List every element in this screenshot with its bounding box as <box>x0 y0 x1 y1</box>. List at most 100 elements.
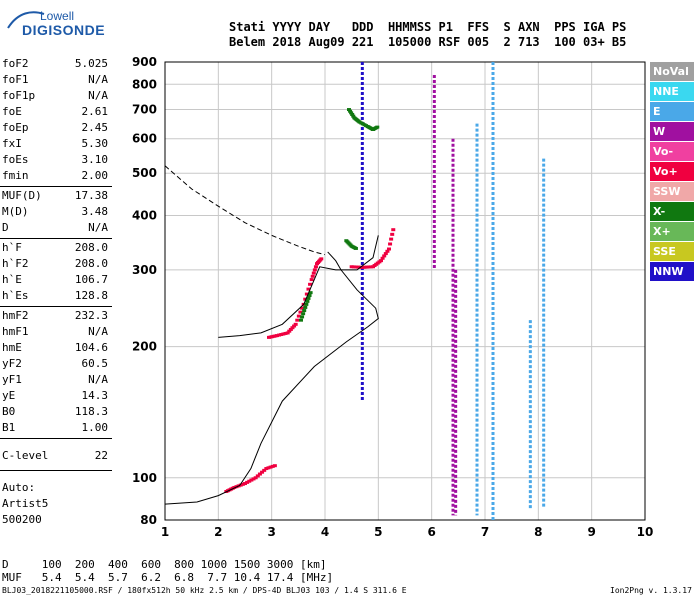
y-tick-label: 300 <box>132 263 157 277</box>
y-tick-label: 700 <box>132 103 157 117</box>
param-separator <box>0 438 112 439</box>
param-value: 3.48 <box>81 205 109 218</box>
param-row-b0: B0 118.3 <box>2 404 108 420</box>
param-value: N/A <box>88 89 108 102</box>
param-row-hmf1: hmF1 N/A <box>2 324 108 340</box>
param-row-fof2: foF2 5.025 <box>2 56 108 72</box>
param-value: 1.00 <box>81 421 109 434</box>
echo-point <box>281 332 286 336</box>
legend-item-x-: X+ <box>650 222 694 241</box>
echo-point <box>303 297 308 301</box>
echo-point <box>350 112 355 116</box>
param-row-fxi: fxI 5.30 <box>2 136 108 152</box>
echo-point <box>240 482 245 486</box>
echo-point <box>302 309 307 313</box>
param-value: N/A <box>88 325 108 338</box>
param-row-h-es: h`Es 128.8 <box>2 288 108 304</box>
echo-point <box>360 265 365 269</box>
param-key: fmin <box>2 169 29 182</box>
param-value: 14.3 <box>81 389 109 402</box>
param-value: N/A <box>88 73 108 86</box>
param-key: MUF(D) <box>2 189 42 202</box>
echo-point <box>390 232 395 236</box>
legend-item-vo-: Vo+ <box>650 162 694 181</box>
param-key: h`Es <box>2 289 29 302</box>
echo-point <box>300 315 305 319</box>
digisonde-logo-swoosh-icon <box>7 11 45 29</box>
param-key: foF1 <box>2 73 29 86</box>
echo-point <box>298 310 303 314</box>
x-tick-label: 2 <box>214 525 222 539</box>
echo-point <box>380 256 385 260</box>
param-key: hmF2 <box>2 309 29 322</box>
param-key: yE <box>2 389 16 402</box>
x-tick-label: 3 <box>267 525 275 539</box>
echo-point <box>313 265 318 269</box>
param-key: h`F <box>2 241 22 254</box>
param-separator <box>0 470 112 471</box>
echo-point <box>290 326 295 330</box>
param-key: foF1p <box>2 89 36 102</box>
autoscale-artist: Artist5 <box>2 497 49 510</box>
ionogram-chart: 1 2 3 4 5 6 7 8 9 10 80 100 200 300 400 500 600 700 800 900 <box>132 55 653 539</box>
param-key: foEs <box>2 153 29 166</box>
param-key: yF1 <box>2 373 22 386</box>
param-row-b1: B1 1.00 <box>2 420 108 436</box>
legend-item-nnw: NNW <box>650 262 694 281</box>
param-row-yf2: yF2 60.5 <box>2 356 108 372</box>
header-values: Belem 2018 Aug09 221 105000 RSF 005 2 71… <box>229 35 627 49</box>
param-row-hme: hmE 104.6 <box>2 340 108 356</box>
logo-digisonde: DIGISONDE <box>22 22 106 38</box>
echo-point <box>272 464 277 468</box>
legend-item-e: E <box>650 102 694 121</box>
echo-point <box>304 302 309 306</box>
echo-point <box>383 252 388 256</box>
echo-point <box>368 265 373 269</box>
echo-point <box>356 265 361 269</box>
legend-item-vo-: Vo- <box>650 142 694 161</box>
param-value: 5.025 <box>74 57 108 70</box>
echo-point <box>305 299 310 303</box>
param-value: 2.61 <box>81 105 109 118</box>
param-key: foE <box>2 105 22 118</box>
param-row-fof1: foF1 N/A <box>2 72 108 88</box>
x-tick-label: 1 <box>161 525 169 539</box>
echo-point <box>306 296 311 300</box>
param-key: hmE <box>2 341 22 354</box>
param-separator <box>0 186 112 187</box>
echo-point <box>243 482 247 486</box>
echo-point <box>353 246 358 250</box>
x-tick-label: 6 <box>427 525 435 539</box>
param-value: 2.00 <box>81 169 109 182</box>
param-value: N/A <box>88 373 108 386</box>
echo-point <box>299 318 303 322</box>
echo-point <box>249 478 254 482</box>
param-row-ye: yE 14.3 <box>2 388 108 404</box>
echo-point <box>308 291 313 295</box>
echo-point <box>348 109 353 113</box>
autoscale-label: Auto: <box>2 481 36 494</box>
electron-density-profile <box>164 251 379 505</box>
param-value: 104.6 <box>74 341 108 354</box>
y-tick-label: 800 <box>132 77 157 91</box>
param-value: 128.8 <box>74 289 108 302</box>
param-key: B0 <box>2 405 16 418</box>
param-row-fof1p: foF1p N/A <box>2 88 108 104</box>
echo-point <box>349 111 354 115</box>
param-key: fxI <box>2 137 22 150</box>
echo-point <box>270 464 275 468</box>
echo-point <box>255 474 260 478</box>
echo-point <box>310 274 315 278</box>
echo-point <box>264 467 269 471</box>
echo-point <box>311 271 316 275</box>
echo-point <box>262 468 267 472</box>
echo-point <box>247 479 252 483</box>
muf-table-row-muf: MUF 5.4 5.4 5.7 6.2 6.8 7.7 10.4 17.4 [M… <box>2 571 334 584</box>
echo-point <box>347 108 351 112</box>
station-header: Stati YYYY DAY DDD HHMMSS P1 FFS S AXN P… <box>229 20 626 50</box>
echo-point <box>306 287 311 291</box>
echo-point <box>308 282 313 286</box>
echo-point <box>312 268 317 272</box>
param-key: hmF1 <box>2 325 29 338</box>
param-row-fmin: fmin 2.00 <box>2 168 108 184</box>
